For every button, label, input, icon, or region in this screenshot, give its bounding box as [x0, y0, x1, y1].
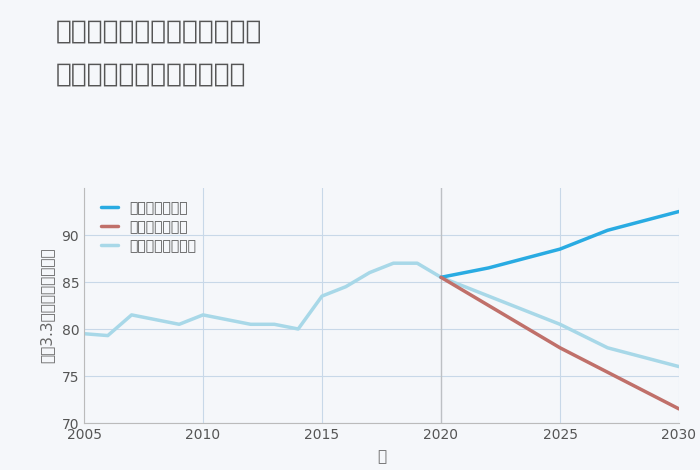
ノーマルシナリオ	[603, 345, 612, 351]
グッドシナリオ	[675, 209, 683, 214]
グッドシナリオ	[556, 246, 564, 252]
Line: ノーマルシナリオ: ノーマルシナリオ	[441, 277, 679, 367]
グッドシナリオ	[437, 274, 445, 280]
グッドシナリオ	[603, 227, 612, 233]
バッドシナリオ	[675, 406, 683, 412]
グッドシナリオ	[484, 265, 493, 271]
Y-axis label: 平（3.3㎡）単価（万円）: 平（3.3㎡）単価（万円）	[40, 248, 55, 363]
Line: グッドシナリオ: グッドシナリオ	[441, 212, 679, 277]
ノーマルシナリオ	[556, 321, 564, 327]
バッドシナリオ	[437, 274, 445, 280]
Line: バッドシナリオ: バッドシナリオ	[441, 277, 679, 409]
Legend: グッドシナリオ, バッドシナリオ, ノーマルシナリオ: グッドシナリオ, バッドシナリオ, ノーマルシナリオ	[97, 197, 200, 258]
ノーマルシナリオ	[675, 364, 683, 369]
ノーマルシナリオ	[484, 293, 493, 299]
Text: 中古マンションの価格推移: 中古マンションの価格推移	[56, 61, 246, 87]
Text: 岐阜県加茂郡川辺町下吉田の: 岐阜県加茂郡川辺町下吉田の	[56, 19, 262, 45]
バッドシナリオ	[556, 345, 564, 351]
X-axis label: 年: 年	[377, 449, 386, 464]
ノーマルシナリオ	[437, 274, 445, 280]
